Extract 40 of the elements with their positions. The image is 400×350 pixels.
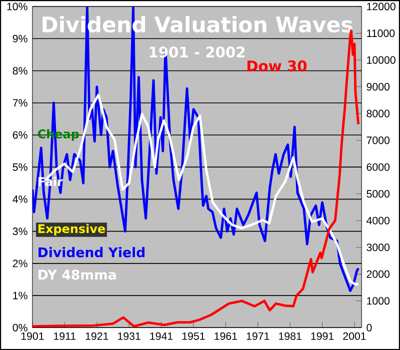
y2-tick-label: 5000 bbox=[366, 190, 390, 198]
y2-tick-label: 12000 bbox=[367, 2, 396, 10]
x-tick-label: 1931 bbox=[118, 332, 140, 340]
text: Dow 30 bbox=[247, 60, 307, 72]
x-tick-label: 1921 bbox=[86, 332, 108, 340]
y2-tick-label: 4000 bbox=[366, 216, 390, 224]
line-series bbox=[32, 6, 360, 292]
x-tick-label: 1911 bbox=[54, 332, 76, 340]
y2-tick-label: 1000 bbox=[367, 297, 390, 305]
x-tick-label: 1941 bbox=[150, 332, 173, 340]
y2-tick-label: 10000 bbox=[367, 56, 396, 64]
annotation: Expensive bbox=[38, 224, 106, 236]
y-tick-label: 8% bbox=[12, 66, 28, 74]
text: DY 48mma bbox=[38, 270, 116, 280]
y2-tick-label: 11000 bbox=[367, 29, 395, 37]
series-label: Dividend Yield bbox=[38, 246, 144, 258]
y-tick-label: 1% bbox=[13, 292, 28, 300]
x-tick-label: 1971 bbox=[246, 332, 270, 340]
y2-tick-label: 7000 bbox=[366, 136, 390, 144]
y-tick-label: 2% bbox=[12, 260, 28, 268]
x-tick-label: 2001 bbox=[343, 332, 366, 340]
y2-tick-label: 0 bbox=[366, 324, 372, 332]
y-tick-label: 3% bbox=[12, 227, 28, 236]
y-tick-label: 10% bbox=[7, 2, 28, 10]
y-tick-label: 9% bbox=[12, 34, 28, 42]
y-tick-label: 7% bbox=[12, 99, 28, 107]
y-tick-label: 5% bbox=[12, 163, 28, 171]
y-tick-label: 0% bbox=[12, 324, 28, 332]
y2-tick-label: 6000 bbox=[366, 163, 390, 171]
x-tick-label: 1901 bbox=[21, 332, 44, 340]
y2-tick-label: 2000 bbox=[366, 270, 390, 278]
x-tick-label: 1951 bbox=[182, 332, 205, 340]
y-tick-label: 4% bbox=[12, 195, 28, 203]
x-tick-label: 1981 bbox=[279, 332, 302, 340]
x-tick-label: 1991 bbox=[311, 332, 334, 340]
y2-tick-label: 3000 bbox=[366, 244, 390, 252]
x-tick-label: 1961 bbox=[214, 332, 237, 340]
y2-tick-label: 9000 bbox=[366, 82, 390, 91]
y-tick-label: 6% bbox=[12, 131, 28, 139]
y2-tick-label: 8000 bbox=[366, 110, 390, 118]
